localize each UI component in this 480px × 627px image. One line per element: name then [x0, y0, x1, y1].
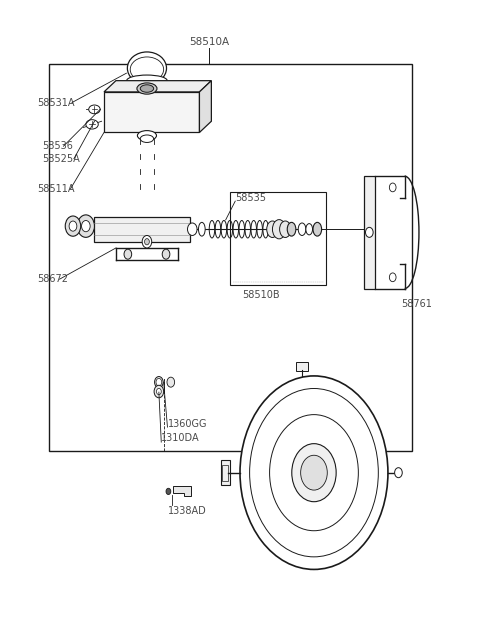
Circle shape [142, 236, 152, 248]
Bar [222, 465, 228, 481]
Ellipse shape [313, 223, 322, 236]
Circle shape [166, 488, 171, 495]
Ellipse shape [140, 135, 154, 142]
Polygon shape [104, 81, 211, 92]
Circle shape [292, 444, 336, 502]
Ellipse shape [287, 223, 296, 236]
Polygon shape [104, 92, 199, 132]
Ellipse shape [127, 75, 167, 87]
Circle shape [156, 379, 162, 386]
Text: 1338AD: 1338AD [168, 507, 206, 517]
Bar [296, 362, 308, 371]
Circle shape [188, 223, 197, 236]
Ellipse shape [306, 224, 312, 235]
Text: 58531A: 58531A [37, 98, 75, 107]
Text: 58510B: 58510B [242, 290, 280, 300]
Circle shape [82, 221, 90, 232]
Ellipse shape [199, 223, 205, 236]
Polygon shape [199, 81, 211, 132]
Polygon shape [364, 176, 374, 288]
Circle shape [77, 215, 95, 238]
Text: 58761: 58761 [401, 299, 432, 309]
Circle shape [65, 216, 81, 236]
Text: 58535: 58535 [235, 193, 266, 203]
Circle shape [124, 249, 132, 259]
Text: 58525A: 58525A [42, 154, 80, 164]
Circle shape [365, 228, 373, 238]
Circle shape [395, 468, 402, 478]
Circle shape [300, 455, 327, 490]
Ellipse shape [127, 52, 167, 85]
Text: 1310DA: 1310DA [161, 433, 200, 443]
Text: 58510A: 58510A [189, 37, 229, 47]
Circle shape [154, 385, 164, 398]
Bar [49, 64, 412, 451]
Ellipse shape [280, 221, 291, 238]
Polygon shape [95, 217, 190, 242]
Polygon shape [135, 82, 159, 95]
Ellipse shape [89, 105, 100, 113]
Ellipse shape [298, 223, 306, 236]
Ellipse shape [137, 83, 157, 94]
Ellipse shape [267, 221, 278, 238]
Circle shape [389, 183, 396, 192]
Ellipse shape [273, 219, 286, 239]
Text: 58672: 58672 [37, 274, 68, 284]
Polygon shape [173, 487, 192, 497]
Text: 1360GG: 1360GG [168, 419, 207, 429]
Ellipse shape [86, 120, 98, 129]
Bar [230, 192, 326, 285]
Ellipse shape [140, 85, 154, 92]
Bar [221, 460, 229, 485]
Ellipse shape [130, 57, 164, 82]
Circle shape [167, 377, 175, 387]
Circle shape [144, 239, 149, 245]
Text: 58511A: 58511A [37, 184, 75, 194]
Ellipse shape [137, 130, 156, 140]
Circle shape [69, 221, 77, 231]
Circle shape [240, 376, 388, 569]
Text: 58536: 58536 [42, 141, 73, 151]
Circle shape [162, 249, 170, 259]
Circle shape [156, 388, 161, 394]
Ellipse shape [155, 377, 163, 387]
Circle shape [389, 273, 396, 282]
